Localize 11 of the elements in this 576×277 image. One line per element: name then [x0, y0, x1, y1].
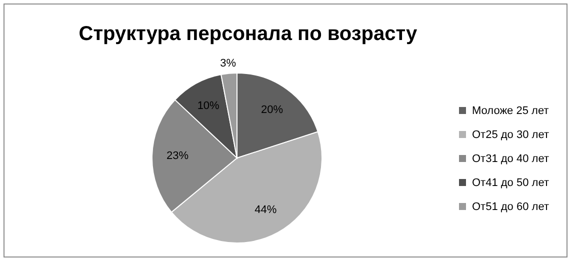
- data-label: 10%: [197, 100, 220, 112]
- data-label: 23%: [166, 150, 189, 162]
- data-label: 3%: [220, 57, 236, 70]
- data-label: 20%: [260, 104, 284, 116]
- chart-title: Структура персонала по возрасту: [78, 23, 418, 45]
- legend-label: Моложе 25 лет: [472, 105, 549, 117]
- legend-label: От25 до 30 лет: [472, 129, 549, 141]
- legend-label: От41 до 50 лет: [472, 177, 549, 189]
- legend-label: От31 до 40 лет: [472, 153, 549, 165]
- data-label: 44%: [254, 204, 277, 216]
- legend-label: От51 до 60 лет: [472, 201, 549, 213]
